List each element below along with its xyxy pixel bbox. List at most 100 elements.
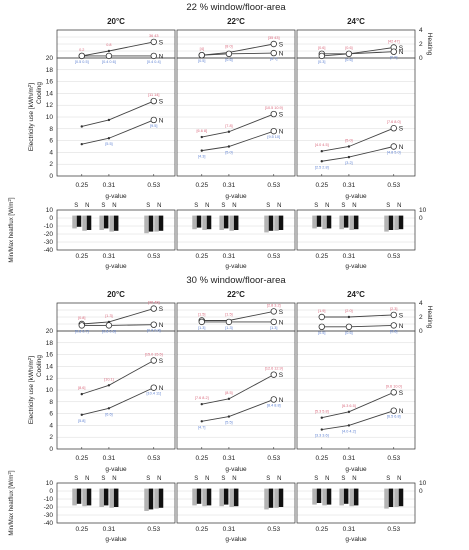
flux-bar-N-light	[109, 215, 114, 232]
flux-bar-N-dark	[398, 488, 404, 507]
cooling-tick-label: 2	[49, 161, 53, 168]
bar-label-S: S	[221, 476, 225, 482]
bar-label-S: S	[314, 203, 318, 209]
cooling-axes	[56, 57, 176, 177]
bar-label-N: N	[325, 203, 329, 209]
flux-bar-N-dark	[278, 215, 284, 230]
x-axis-title: g-value	[105, 466, 127, 473]
value-label-cooling_S: [7.8]	[225, 124, 232, 128]
flux-x-tick-label: 0.31	[103, 526, 116, 533]
value-label-heating_S: [42 47]	[388, 40, 400, 44]
cooling-series-letter-S: S	[399, 126, 404, 133]
cooling-subtitle: Cooling	[36, 82, 43, 104]
value-label-cooling_N: [5.5]	[225, 421, 232, 425]
flux-bar-N-light	[322, 215, 327, 230]
cooling-point-S	[80, 125, 83, 128]
value-label-heating_S: [35 43]	[268, 36, 280, 40]
cooling-tick-label: 14	[46, 363, 54, 370]
cooling-tick-label: 20	[46, 328, 54, 335]
cooling-axis-title-close: ]	[28, 356, 35, 358]
heating-point-N	[78, 322, 85, 329]
heating-point-S	[107, 49, 111, 53]
flux-x-tick-label: 0.53	[147, 253, 160, 260]
flux-bar-S-light	[99, 488, 104, 507]
flux-bar-S-dark	[343, 488, 349, 504]
value-label-heating_N: [0.5 0.5]	[75, 60, 89, 64]
heating-line-S	[321, 314, 394, 318]
value-label-cooling_S: [12.6 12.9]	[265, 367, 283, 371]
x-tick-label: 0.53	[267, 182, 280, 189]
flux-bar-S-light	[192, 488, 197, 506]
value-label-heating_S: [0.6]	[318, 46, 325, 50]
cooling-line-S	[201, 113, 274, 138]
value-label-heating_S: [1.9]	[318, 309, 325, 313]
cooling-point-S	[227, 130, 231, 133]
flux-bar-S-light	[312, 488, 317, 505]
x-axis-title: g-value	[225, 466, 247, 473]
value-label-cooling_N: [8.4 8.8]	[267, 403, 281, 407]
value-label-heating_N: [1.3]	[225, 326, 232, 330]
flux-axes	[296, 209, 416, 251]
value-label-heating_N: [0.4 0.4]	[147, 60, 161, 64]
flux-bar-N-dark	[233, 488, 239, 507]
heating-point-N	[150, 321, 157, 328]
flux-bar-S-light	[144, 215, 149, 234]
heating-line-S	[81, 308, 154, 325]
cooling-point-S	[320, 416, 323, 419]
heating-point-N	[345, 50, 353, 57]
bar-label-N: N	[232, 203, 236, 209]
bar-label-S: S	[74, 476, 78, 482]
flux-bar-S-dark	[148, 215, 154, 232]
cooling-tick-label: 0	[49, 173, 53, 180]
cooling-tick-label: 8	[49, 399, 53, 406]
bar-label-S: S	[221, 203, 225, 209]
heating-series-letter-N: N	[279, 51, 284, 58]
flux-bar-N-dark	[86, 215, 92, 230]
cooling-point-S	[270, 110, 277, 118]
value-label-heating_S: 0.2	[79, 48, 84, 52]
heating-series-letter-S: S	[159, 39, 164, 46]
cooling-line-S	[321, 127, 394, 152]
cooling-line-N	[81, 387, 154, 416]
bar-label-S: S	[386, 476, 390, 482]
cooling-point-N	[390, 143, 397, 150]
x-tick-label: 0.25	[75, 455, 88, 462]
value-label-heating_S: [2.3]	[390, 307, 397, 311]
cooling-series-letter-S: S	[399, 390, 404, 397]
flux-tick-label: -30	[44, 512, 54, 519]
flux-axis-title-text: Min/Max heatflux [W/m	[9, 475, 15, 536]
cooling-point-S	[347, 145, 351, 148]
bar-label-S: S	[194, 476, 198, 482]
cooling-point-N	[320, 428, 323, 431]
cooling-series-letter-N: N	[399, 144, 404, 151]
flux-x-tick-label: 0.25	[195, 526, 208, 533]
flux-bar-N-dark	[233, 215, 239, 230]
cooling-line-S	[81, 360, 154, 395]
cooling-point-N	[227, 145, 231, 148]
cooling-tick-label: 2	[49, 434, 53, 441]
x-tick-label: 0.53	[147, 182, 160, 189]
cooling-series-letter-N: N	[159, 117, 164, 124]
value-label-cooling_S: [8.6]	[78, 386, 85, 390]
x-axis-title: g-value	[345, 466, 367, 473]
value-label-heating_S: [2.0]	[345, 309, 352, 313]
cooling-axes	[296, 330, 416, 450]
flux-bar-S-light	[72, 215, 77, 229]
value-label-cooling_N: [5.8]	[78, 419, 85, 423]
flux-tick-label: -20	[44, 504, 54, 511]
heating-tick-label: 2	[419, 41, 423, 48]
flux-x-tick-label: 0.31	[223, 253, 236, 260]
x-tick-label: 0.25	[75, 182, 88, 189]
cooling-tick-label: 6	[49, 411, 53, 418]
cooling-line-S	[81, 100, 154, 127]
value-label-heating_S: [0.8]	[78, 316, 85, 320]
heating-series-letter-N: N	[159, 53, 164, 60]
flux-bar-N-dark	[86, 488, 92, 506]
heating-series-letter-N: N	[399, 323, 404, 330]
value-label-cooling_S: [7.6 8.2]	[195, 396, 209, 400]
flux-tick-label: -40	[44, 520, 54, 527]
cooling-axes	[176, 57, 296, 177]
value-label-heating_N: [0.9 0.8]	[147, 329, 161, 333]
